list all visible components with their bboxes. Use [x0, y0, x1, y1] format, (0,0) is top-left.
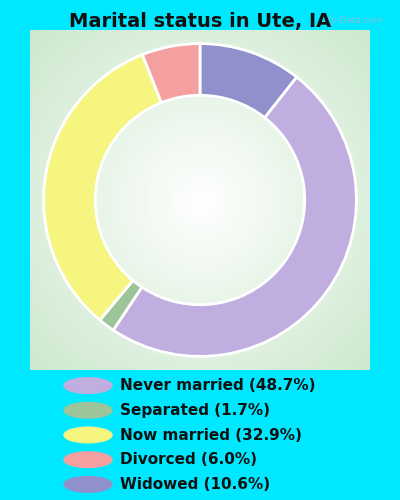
Text: Never married (48.7%): Never married (48.7%)	[120, 378, 316, 393]
Text: Separated (1.7%): Separated (1.7%)	[120, 403, 270, 418]
Text: Widowed (10.6%): Widowed (10.6%)	[120, 477, 270, 492]
Wedge shape	[200, 44, 297, 118]
Text: Divorced (6.0%): Divorced (6.0%)	[120, 452, 257, 467]
Text: Marital status in Ute, IA: Marital status in Ute, IA	[69, 12, 331, 32]
Circle shape	[64, 452, 112, 468]
Wedge shape	[113, 77, 356, 356]
Text: City-Data.com: City-Data.com	[320, 16, 384, 26]
Wedge shape	[142, 44, 200, 102]
Text: Now married (32.9%): Now married (32.9%)	[120, 428, 302, 442]
Wedge shape	[44, 54, 162, 320]
Circle shape	[64, 378, 112, 394]
Circle shape	[64, 476, 112, 492]
Circle shape	[64, 402, 112, 418]
Circle shape	[64, 427, 112, 443]
Wedge shape	[100, 280, 142, 330]
